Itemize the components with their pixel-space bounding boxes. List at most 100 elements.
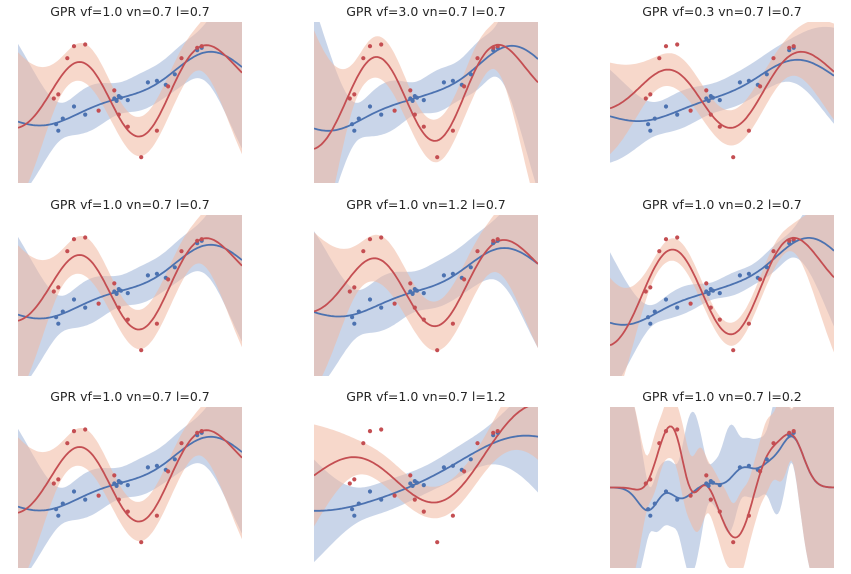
red-data-point [657, 441, 662, 446]
red-data-point [688, 493, 693, 498]
red-data-point [787, 238, 792, 243]
red-data-point [154, 321, 159, 326]
red-data-point [746, 513, 752, 518]
red-data-point [746, 321, 752, 326]
red-data-point [361, 441, 366, 446]
red-data-point [367, 429, 373, 434]
red-data-point [657, 249, 662, 254]
blue-data-point [410, 98, 415, 103]
blue-data-point [648, 513, 653, 518]
red-data-point [179, 56, 184, 61]
red-data-point [179, 249, 184, 254]
red-confidence-band [314, 407, 538, 527]
red-data-point [154, 128, 159, 133]
red-data-point [56, 285, 61, 290]
blue-data-point [764, 72, 769, 77]
blue-data-point [710, 95, 716, 100]
red-data-point [408, 473, 413, 478]
red-data-point [758, 469, 763, 474]
blue-data-point [145, 465, 150, 470]
red-data-point [717, 124, 722, 129]
blue-data-point [379, 112, 384, 117]
red-data-point [462, 277, 467, 282]
red-data-point [199, 237, 204, 242]
blue-data-point [414, 95, 420, 100]
subplot-7: GPR vf=1.0 vn=0.7 l=0.7 [18, 389, 242, 568]
blue-data-point [421, 98, 426, 103]
blue-data-point [356, 116, 361, 121]
blue-data-point [746, 271, 752, 276]
subplot-title: GPR vf=3.0 vn=0.7 l=0.7 [346, 4, 505, 19]
blue-data-point [114, 291, 119, 296]
blue-data-point [764, 265, 769, 270]
blue-data-point [60, 116, 65, 121]
blue-data-point [83, 497, 88, 502]
red-mean-line [314, 407, 529, 504]
blue-data-point [706, 291, 711, 296]
red-mean-line [314, 239, 538, 328]
red-data-point [675, 235, 680, 240]
blue-data-point [60, 501, 65, 506]
red-data-point [746, 128, 752, 133]
blue-data-point [350, 507, 355, 512]
blue-data-point [367, 489, 373, 494]
red-data-point [491, 430, 496, 435]
blue-data-point [154, 463, 159, 468]
red-confidence-band [610, 407, 834, 568]
blue-data-point [350, 315, 355, 320]
red-data-point [791, 237, 796, 242]
blue-data-point [172, 457, 177, 462]
blue-data-point [125, 291, 130, 296]
red-data-point [51, 96, 56, 101]
blue-data-point [172, 265, 177, 270]
blue-data-point [646, 315, 651, 320]
subplot-title: GPR vf=1.0 vn=1.2 l=0.7 [346, 197, 505, 212]
red-data-point [65, 56, 70, 61]
red-data-point [475, 249, 480, 254]
red-data-point [96, 108, 101, 113]
blue-data-point [450, 78, 455, 83]
blue-data-point [118, 288, 124, 293]
blue-data-point [114, 483, 119, 488]
red-data-point [450, 128, 455, 133]
blue-data-point [646, 122, 651, 127]
blue-data-point [56, 321, 61, 326]
blue-data-point [54, 315, 59, 320]
subplot-4: GPR vf=1.0 vn=0.7 l=0.7 [18, 197, 242, 376]
blue-data-point [717, 291, 722, 296]
red-data-point [408, 281, 413, 286]
red-data-point [421, 124, 426, 129]
blue-data-point [706, 98, 711, 103]
red-mean-line [610, 50, 834, 129]
blue-data-point [441, 273, 446, 278]
blue-data-point [746, 78, 752, 83]
red-data-point [675, 427, 680, 432]
blue-data-point [648, 128, 653, 133]
blue-data-point [356, 309, 361, 314]
subplot-title: GPR vf=1.0 vn=0.7 l=0.2 [642, 389, 801, 404]
subplot-2: GPR vf=3.0 vn=0.7 l=0.7 [314, 4, 538, 183]
red-data-point [435, 155, 440, 160]
red-data-point [379, 235, 384, 240]
red-data-point [663, 44, 669, 49]
red-mean-line [610, 236, 834, 347]
blue-data-point [379, 305, 384, 310]
red-data-point [392, 301, 397, 306]
red-data-point [83, 42, 88, 47]
subplot-title: GPR vf=1.0 vn=0.7 l=0.7 [50, 4, 209, 19]
blue-data-point [172, 72, 177, 77]
red-data-point [195, 238, 200, 243]
red-data-point [450, 321, 455, 326]
red-data-point [125, 509, 130, 514]
blue-data-point [663, 104, 669, 109]
red-data-point [450, 513, 455, 518]
blue-data-point [367, 297, 373, 302]
blue-data-point [118, 95, 124, 100]
subplot-title: GPR vf=1.0 vn=0.7 l=0.7 [50, 389, 209, 404]
red-data-point [71, 44, 77, 49]
blue-data-point [648, 321, 653, 326]
red-data-point [491, 238, 496, 243]
blue-data-point [114, 98, 119, 103]
blue-data-point [410, 483, 415, 488]
